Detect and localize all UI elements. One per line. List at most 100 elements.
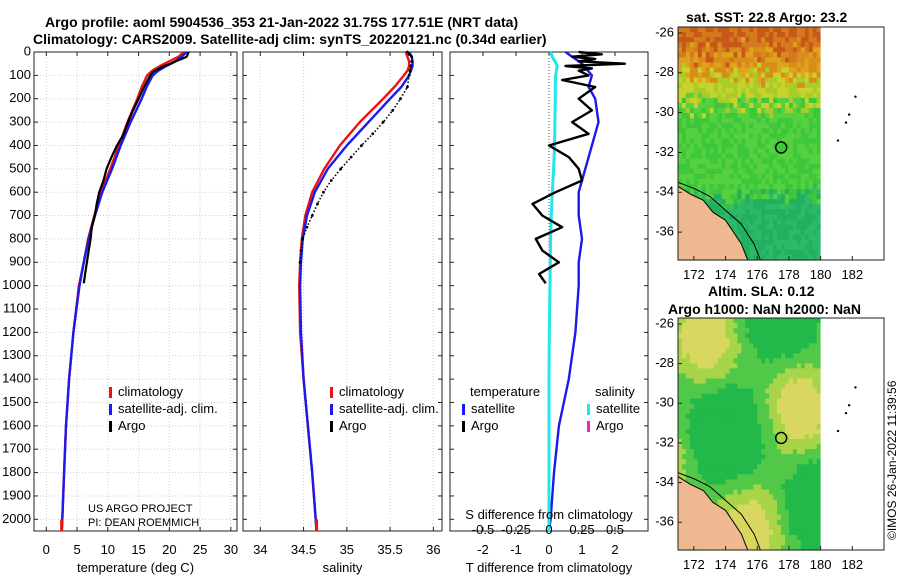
map-cell xyxy=(800,398,806,405)
map-cell xyxy=(800,333,806,339)
map-cell xyxy=(737,358,742,364)
map-cell xyxy=(777,393,782,400)
map-cell xyxy=(765,484,770,490)
map-cell xyxy=(709,398,715,405)
map-cell xyxy=(777,108,782,114)
map-cell xyxy=(749,47,754,53)
map-cell xyxy=(816,123,822,129)
map-cell xyxy=(816,353,822,359)
map-cell xyxy=(685,318,691,324)
map-cell xyxy=(792,179,798,185)
map-cell xyxy=(705,413,711,420)
map-cell xyxy=(816,234,822,241)
y-tick-label: 400 xyxy=(9,137,31,152)
map-cell xyxy=(678,133,683,140)
map-cell xyxy=(769,378,774,385)
map-cell xyxy=(697,143,703,150)
map-cell xyxy=(804,504,810,511)
map-cell xyxy=(769,62,774,69)
map-cell xyxy=(709,423,715,430)
map-cell xyxy=(749,353,754,359)
map-cell xyxy=(701,383,707,390)
map-cell xyxy=(808,449,814,455)
map-cell xyxy=(753,429,758,435)
map-cell xyxy=(697,97,703,104)
map-cell xyxy=(749,393,754,400)
map-cell xyxy=(693,459,699,465)
map-cell xyxy=(753,153,758,160)
map-cell xyxy=(804,509,810,516)
argo-point xyxy=(360,144,363,147)
map-cell xyxy=(788,239,794,246)
legend-argo-label: Argo xyxy=(339,418,366,433)
map-cell xyxy=(693,87,699,94)
x-tick-label: 35 xyxy=(340,542,354,557)
map-cell xyxy=(717,469,723,475)
map-cell xyxy=(729,143,735,150)
map-cell xyxy=(796,189,802,195)
map-cell xyxy=(721,62,727,69)
map-cell xyxy=(777,179,782,185)
map-cell xyxy=(737,434,742,440)
map-cell xyxy=(757,333,762,339)
map-cell xyxy=(749,199,754,205)
map-cell xyxy=(745,189,750,195)
map-cell xyxy=(713,444,719,450)
map-cell xyxy=(693,323,699,329)
map-cell xyxy=(804,163,810,170)
map-cell xyxy=(693,418,699,425)
map-cell xyxy=(678,318,683,324)
map-cell xyxy=(765,249,770,256)
map-cell xyxy=(788,204,794,210)
map-cell xyxy=(816,184,822,190)
map-cell xyxy=(709,429,715,435)
map-cell xyxy=(785,72,790,79)
map-y-tick-label: -32 xyxy=(655,434,674,449)
map-cell xyxy=(788,118,794,124)
map-cell xyxy=(808,133,814,140)
map-cell xyxy=(753,179,758,185)
map-cell xyxy=(733,204,739,210)
map-cell xyxy=(785,338,790,344)
map-cell xyxy=(808,249,814,256)
map-cell xyxy=(749,62,754,69)
map-cell xyxy=(816,153,822,160)
map-cell xyxy=(701,62,707,69)
map-cell xyxy=(697,368,703,374)
map-cell xyxy=(812,113,818,119)
map-cell xyxy=(800,383,806,390)
map-cell xyxy=(737,92,742,99)
map-cell xyxy=(709,353,715,359)
map-cell xyxy=(796,219,802,226)
map-cell xyxy=(816,434,822,440)
map-cell xyxy=(701,184,707,190)
map-cell xyxy=(685,474,691,480)
map-cell xyxy=(733,37,739,43)
map-cell xyxy=(792,153,798,160)
map-cell xyxy=(781,353,786,359)
map-cell xyxy=(777,413,782,420)
map-cell xyxy=(816,158,822,165)
map-cell xyxy=(816,504,822,511)
map-cell xyxy=(808,459,814,465)
map-cell xyxy=(741,434,746,440)
map-cell xyxy=(773,128,778,134)
map-x-tick-label: 178 xyxy=(778,267,800,282)
map-cell xyxy=(753,194,758,200)
map-cell xyxy=(816,423,822,430)
map-cell xyxy=(769,484,774,490)
map-cell xyxy=(792,199,798,205)
map-cell xyxy=(741,529,746,536)
map-cell xyxy=(773,244,778,251)
map-cell xyxy=(749,32,754,38)
map-cell xyxy=(777,92,782,99)
map-cell xyxy=(769,214,774,221)
map-cell xyxy=(678,52,683,58)
map-cell xyxy=(749,184,754,190)
map-cell xyxy=(757,163,762,170)
map-cell xyxy=(701,469,707,475)
map-cell xyxy=(757,168,762,175)
map-cell xyxy=(816,318,822,324)
map-cell xyxy=(693,82,699,89)
map-cell xyxy=(812,464,818,470)
